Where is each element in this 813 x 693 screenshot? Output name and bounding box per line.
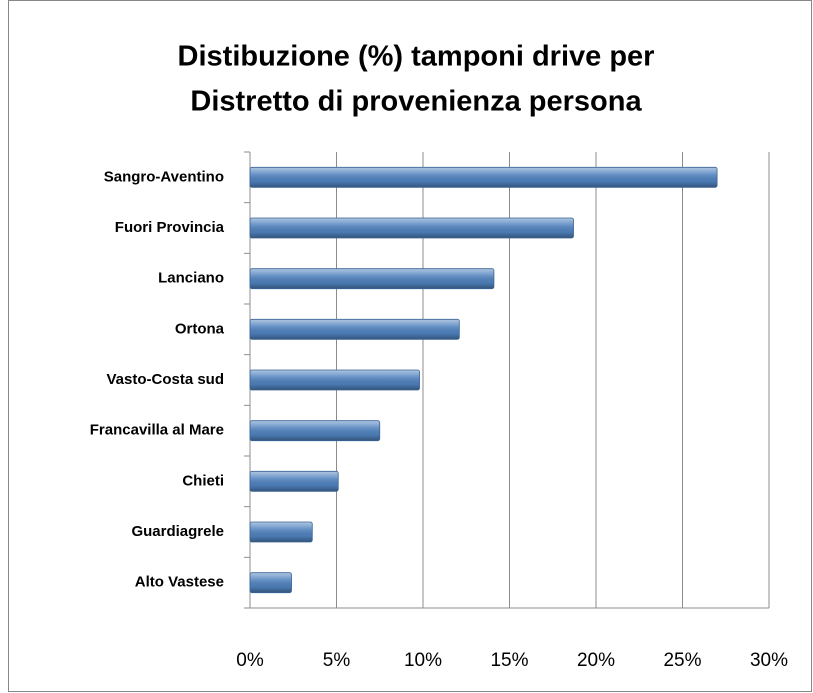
chart-frame <box>8 0 812 692</box>
x-tick-label: 0% <box>236 650 264 671</box>
chart-title: Distretto di provenienza persona <box>190 86 642 118</box>
bar-shine <box>249 318 460 340</box>
x-tick-label: 5% <box>323 650 351 671</box>
x-tick-label: 25% <box>663 650 701 671</box>
bar-shine <box>249 420 381 442</box>
chart-title: Distibuzione (%) tamponi drive per <box>178 41 655 73</box>
y-tick-label: Ortona <box>175 320 225 337</box>
bar-shine <box>249 470 339 492</box>
y-tick-label: Fuori Provincia <box>115 219 225 236</box>
bar-shine <box>249 521 313 543</box>
bar-shine <box>249 217 574 239</box>
y-tick-label: Guardiagrele <box>131 523 224 540</box>
x-tick-label: 30% <box>750 650 788 671</box>
y-tick-label: Chieti <box>182 472 224 489</box>
bar-shine <box>249 572 292 594</box>
x-tick-label: 15% <box>490 650 528 671</box>
x-tick-label: 20% <box>577 650 615 671</box>
y-tick-label: Sangro-Aventino <box>104 168 224 185</box>
y-tick-label: Lanciano <box>158 270 224 287</box>
y-tick-label: Francavilla al Mare <box>90 422 224 439</box>
y-tick-label: Vasto-Costa sud <box>106 371 224 388</box>
y-tick-label: Alto Vastese <box>135 574 224 591</box>
bar-shine <box>249 166 718 188</box>
x-tick-label: 10% <box>404 650 442 671</box>
bar-shine <box>249 369 420 391</box>
bar-shine <box>249 268 495 290</box>
